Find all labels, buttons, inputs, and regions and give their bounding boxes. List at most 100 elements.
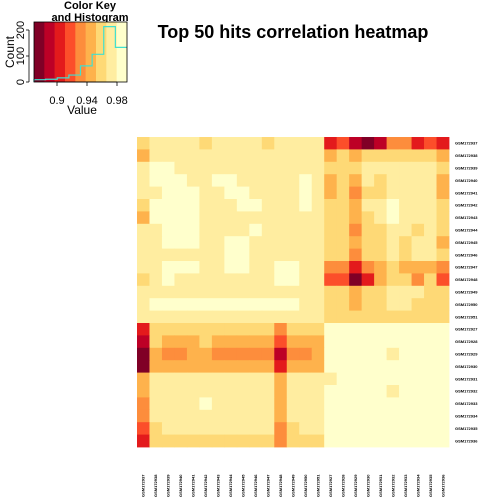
heatmap-cell — [374, 385, 387, 398]
heatmap-cell — [261, 310, 275, 324]
color-key-strip — [106, 22, 117, 82]
heatmap-cell — [411, 347, 425, 361]
heatmap-cell — [236, 149, 250, 163]
row-label: GSM172939 — [455, 166, 478, 171]
heatmap-cell — [311, 261, 325, 274]
heatmap-cell — [349, 310, 363, 324]
heatmap-cell — [349, 261, 363, 274]
heatmap-cell — [186, 273, 200, 287]
heatmap-cell — [361, 323, 375, 336]
heatmap-cell — [161, 397, 175, 411]
heatmap-cell — [137, 285, 150, 299]
heatmap-cell — [174, 186, 188, 200]
heatmap-cell — [149, 137, 163, 150]
column-label: GSM172947 — [266, 474, 271, 497]
heatmap-cell — [199, 199, 213, 212]
heatmap-cell — [374, 360, 387, 373]
heatmap-cell — [299, 236, 313, 249]
heatmap-cell — [186, 434, 200, 448]
heatmap-cell — [236, 360, 250, 373]
heatmap-cell — [174, 137, 188, 150]
heatmap-cell — [174, 285, 188, 299]
heatmap-cell — [311, 236, 325, 249]
heatmap-cell — [324, 409, 338, 423]
heatmap-cell — [374, 137, 387, 150]
heatmap-cell — [336, 298, 350, 311]
heatmap-cell — [399, 360, 412, 373]
heatmap-cell — [174, 174, 188, 187]
heatmap-cell — [299, 335, 313, 349]
color-key-strip — [116, 22, 128, 82]
heatmap-cell — [411, 434, 425, 448]
heatmap-cell — [361, 310, 375, 324]
heatmap-cell — [199, 236, 213, 249]
heatmap-cell — [224, 199, 238, 212]
heatmap-cell — [236, 323, 250, 336]
heatmap-cell — [274, 323, 288, 336]
heatmap-cell — [411, 223, 425, 237]
heatmap-cell — [349, 199, 363, 212]
heatmap-cell — [361, 285, 375, 299]
heatmap-cell — [349, 285, 363, 299]
color-key: Color Key and Histogram 0 100 200 Count … — [3, 0, 129, 117]
heatmap-cell — [374, 149, 387, 163]
heatmap-cell — [174, 273, 188, 287]
heatmap-cell — [224, 335, 238, 349]
heatmap-cell — [199, 174, 213, 187]
heatmap-cell — [161, 149, 175, 163]
heatmap-cell — [161, 186, 175, 200]
heatmap-cell — [374, 174, 387, 187]
column-label: GSM172933 — [403, 474, 408, 497]
heatmap-cell — [186, 199, 200, 212]
heatmap-cell — [249, 347, 263, 361]
heatmap-cell — [149, 261, 163, 274]
color-key-title-line1: Color Key — [64, 0, 117, 12]
heatmap-cell — [436, 397, 450, 411]
heatmap-cell — [399, 137, 412, 150]
heatmap-cell — [261, 347, 275, 361]
heatmap-cell — [361, 211, 375, 225]
heatmap-cell — [211, 434, 225, 448]
heatmap-cell — [336, 161, 350, 175]
heatmap-cell — [211, 199, 225, 212]
color-key-ylabel: Count — [3, 35, 17, 68]
heatmap-cell — [224, 397, 238, 411]
heatmap-cell — [424, 335, 437, 349]
heatmap-cell — [274, 385, 288, 398]
column-label: GSM172951 — [315, 474, 320, 497]
heatmap-cell — [386, 434, 400, 448]
heatmap-cell — [186, 335, 200, 349]
heatmap-cell — [236, 273, 250, 287]
heatmap-cell — [261, 161, 275, 175]
heatmap-cell — [174, 434, 188, 448]
heatmap-cell — [286, 434, 300, 448]
heatmap-cell — [299, 261, 313, 274]
color-key-strip — [34, 22, 45, 82]
heatmap-cell — [186, 137, 200, 150]
heatmap-cell — [249, 223, 263, 237]
heatmap-cell — [361, 397, 375, 411]
heatmap-cell — [386, 397, 400, 411]
heatmap-cell — [399, 174, 412, 187]
heatmap-cell — [386, 186, 400, 200]
heatmap-cell — [411, 397, 425, 411]
heatmap-cell — [324, 422, 338, 435]
heatmap-cell — [137, 261, 150, 274]
heatmap-cell — [186, 360, 200, 373]
heatmap-cell — [186, 285, 200, 299]
heatmap-cell — [424, 323, 437, 336]
heatmap-cell — [399, 323, 412, 336]
heatmap-cell — [174, 211, 188, 225]
heatmap-cell — [324, 261, 338, 274]
heatmap-cell — [274, 434, 288, 448]
heatmap-cell — [311, 335, 325, 349]
row-label: GSM172938 — [455, 153, 478, 158]
heatmap-cell — [224, 161, 238, 175]
heatmap-cell — [399, 434, 412, 448]
heatmap-cell — [224, 186, 238, 200]
heatmap-cell — [199, 273, 213, 287]
column-label: GSM172946 — [253, 474, 258, 497]
heatmap-cell — [361, 236, 375, 249]
heatmap-cell — [436, 137, 450, 150]
heatmap-cell — [336, 223, 350, 237]
